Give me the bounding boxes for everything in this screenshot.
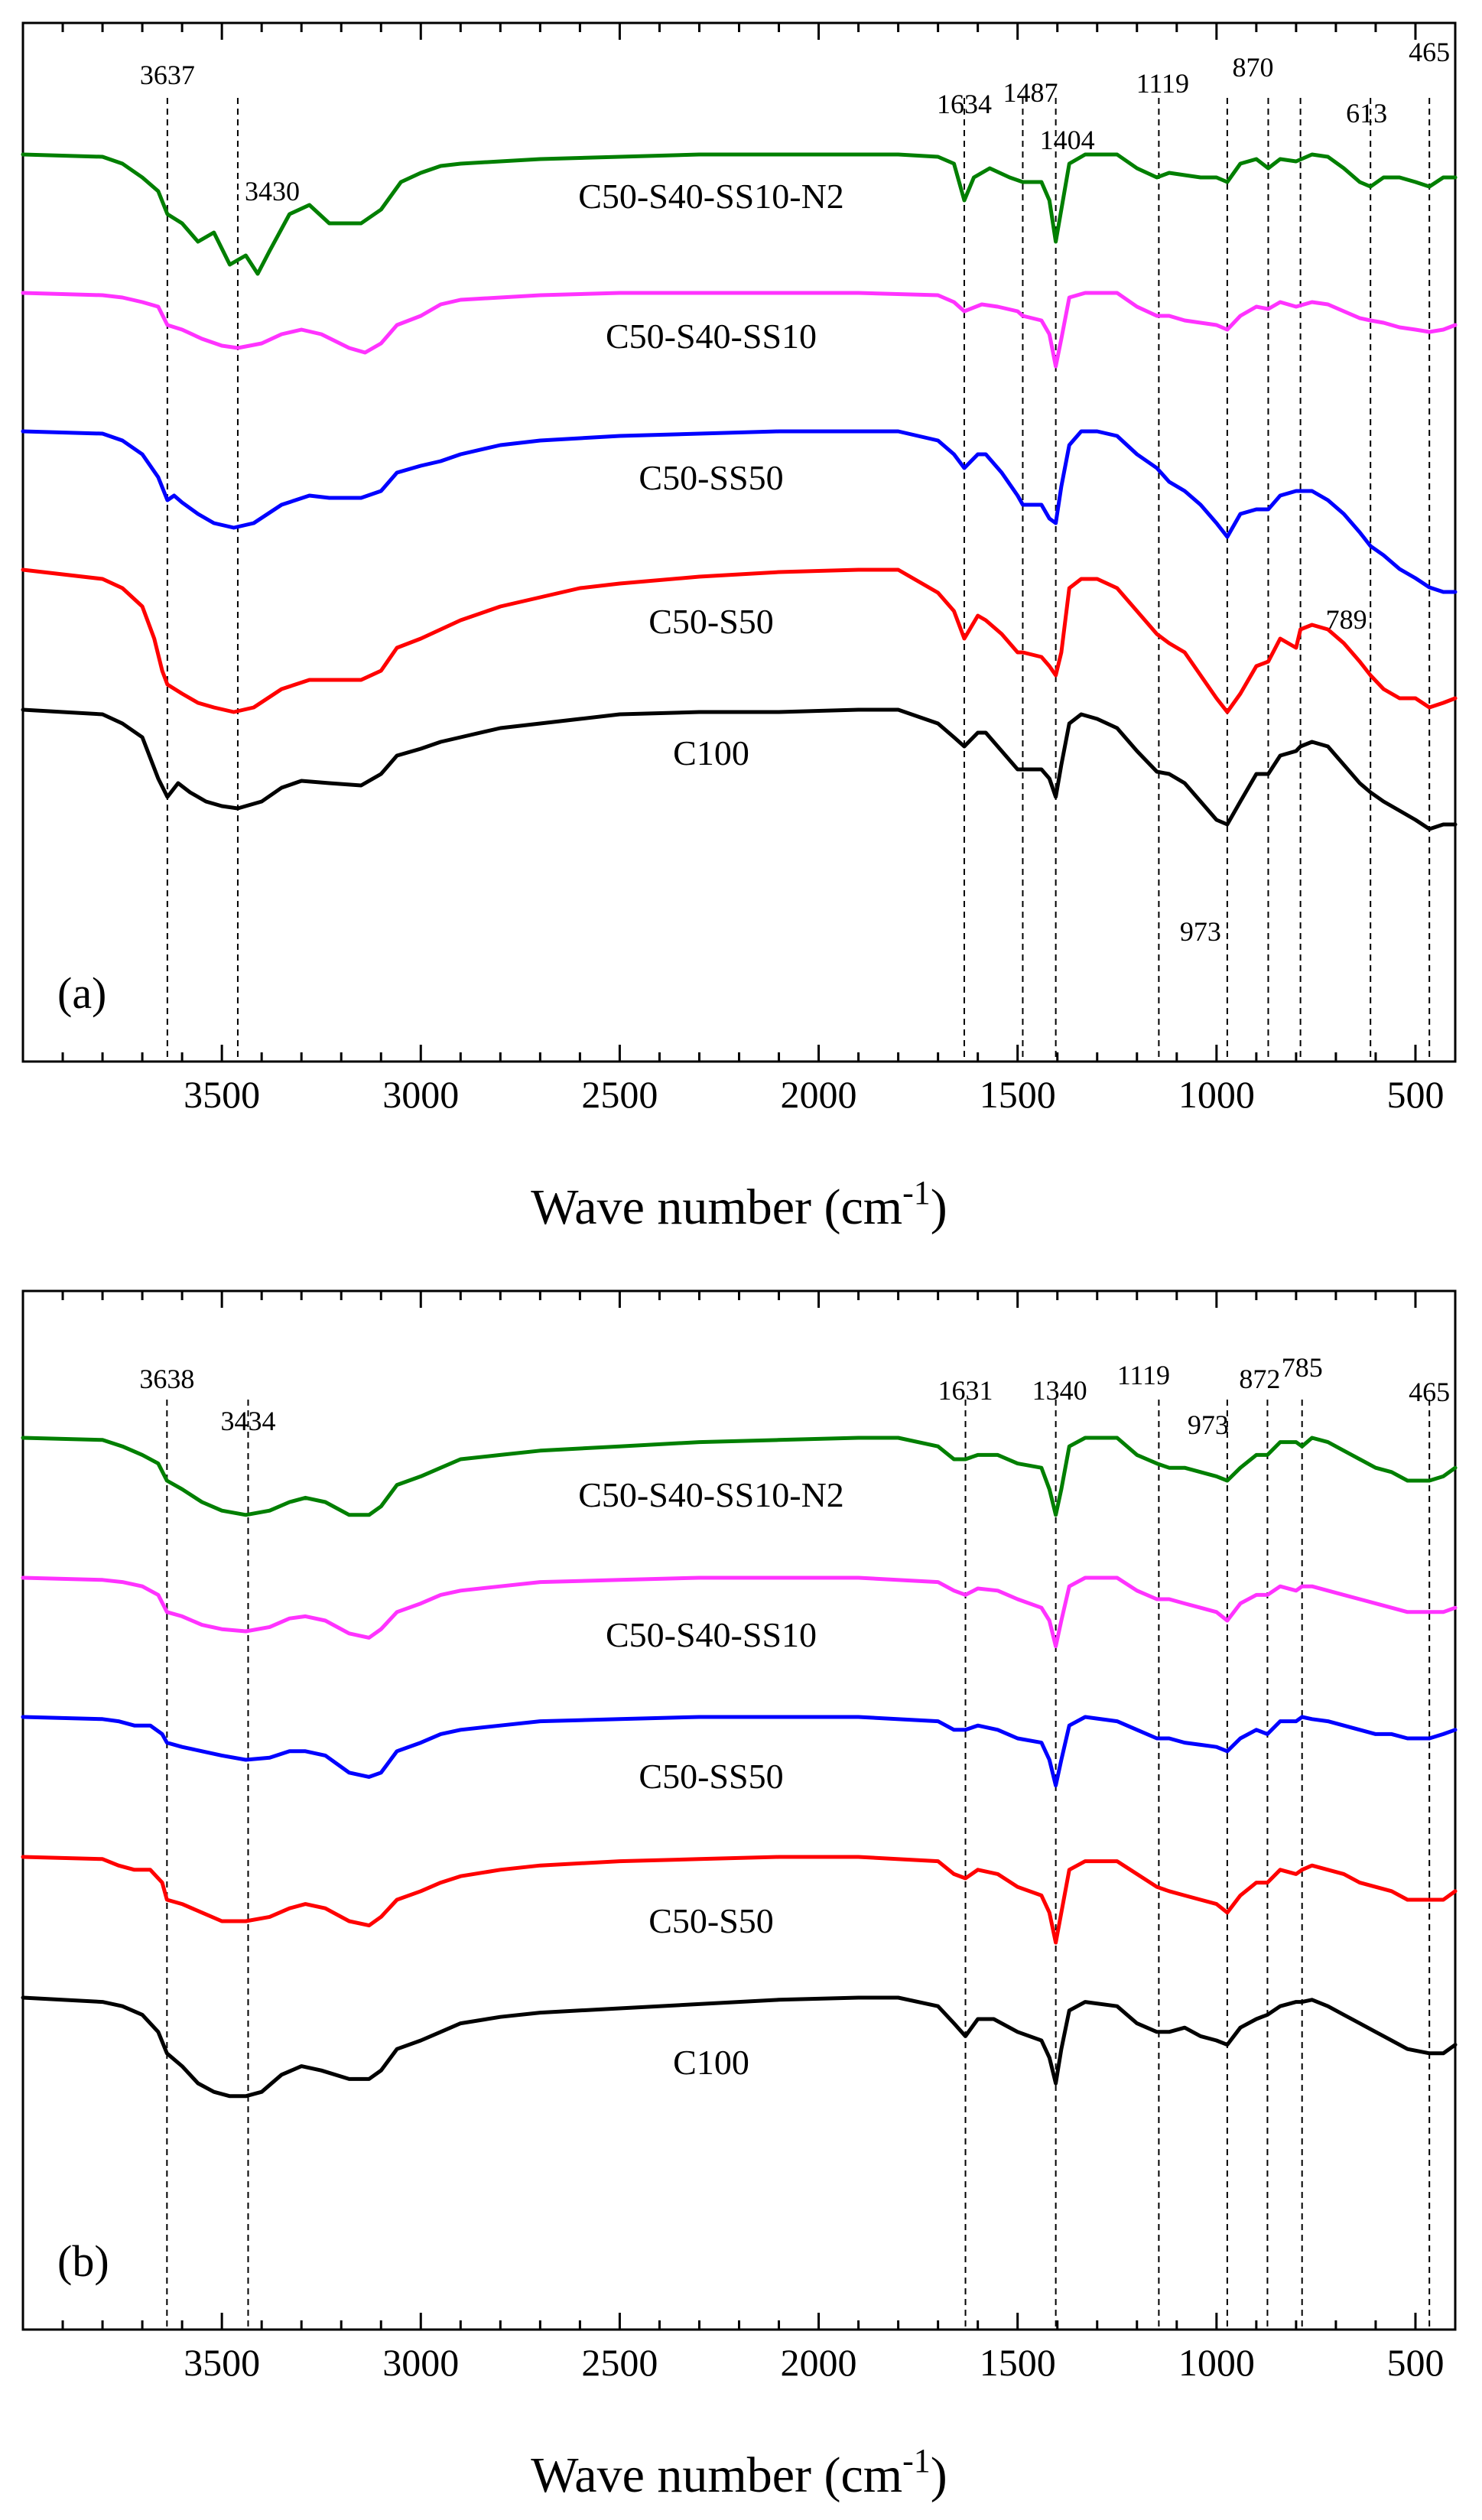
panel-b-peak-label: 1119 (1117, 1360, 1170, 1390)
panel-b-tick-label: 3500 (184, 2341, 260, 2384)
panel-b-peak-label: 1631 (938, 1375, 993, 1406)
panel-b-peak-label: 465 (1409, 1377, 1450, 1407)
panel-b-tick-label: 500 (1386, 2341, 1444, 2384)
panel-a-series-line (21, 291, 1458, 369)
panel-a-peak-label: 1634 (937, 89, 992, 119)
panel-a-series-label: C100 (673, 733, 749, 772)
panel-b-tick-label: 1000 (1178, 2341, 1255, 2384)
panel-b-series-line (21, 1855, 1458, 1945)
panel-b-x-axis-title-suffix: ) (931, 2447, 947, 2503)
panel-a-series-line (21, 429, 1458, 594)
panel-b-peak-label: 872 (1239, 1364, 1280, 1394)
panel-a-tick-label: 2000 (781, 1073, 857, 1116)
panel-b-panel-label: (b) (57, 2236, 109, 2286)
panel-b-peak-label: 1340 (1032, 1375, 1087, 1406)
panel-a-x-axis-title-main: Wave number (cm (531, 1179, 902, 1235)
panel-b-peak-label: 3638 (139, 1364, 194, 1394)
panel-b-peak-label: 3434 (220, 1406, 275, 1436)
panel-a-x-axis-title-suffix: ) (931, 1179, 947, 1235)
panel-a-tick-label: 2500 (581, 1073, 658, 1116)
panel-a-peak-label: 973 (1180, 916, 1221, 947)
panel-a-peak-label: 1404 (1040, 125, 1095, 155)
panel-a-x-axis-title-sup: -1 (902, 1174, 931, 1211)
panel-b-series-line (21, 1575, 1458, 1649)
panel-a-peak-label: 3430 (245, 176, 300, 206)
panel-b-peak-label: 785 (1282, 1352, 1323, 1383)
panel-b-tick-label: 3000 (382, 2341, 459, 2384)
panel-b-x-axis-title-sup: -1 (902, 2442, 931, 2479)
panel-b-series-label: C50-S50 (648, 1901, 774, 1940)
panel-b-peak-label: 973 (1188, 1410, 1229, 1440)
panel-a-peak-label: 465 (1409, 37, 1450, 67)
panel-b-x-axis-title-main: Wave number (cm (531, 2447, 902, 2503)
panel-a-peak-label: 789 (1326, 604, 1367, 635)
panel-a-tick-label: 1500 (980, 1073, 1056, 1116)
panel-a-panel-label: (a) (57, 968, 106, 1018)
panel-a-tick-label: 3500 (184, 1073, 260, 1116)
panel-b-tick-label: 2500 (581, 2341, 658, 2384)
panel-a-tick-label: 500 (1386, 1073, 1444, 1116)
panel-a-series-line (21, 707, 1458, 831)
panel-a-peak-label: 1487 (1003, 77, 1058, 108)
panel-b-series-line (21, 1995, 1458, 2099)
panel-a-tick-label: 1000 (1178, 1073, 1255, 1116)
panel-a-series-line (21, 567, 1458, 714)
panel-a-x-axis-title: Wave number (cm-1) (531, 1174, 947, 1235)
panel-a-peak-label: 870 (1232, 52, 1273, 83)
panel-a-series-label: C50-SS50 (639, 458, 783, 497)
panel-b-series-label: C50-S40-SS10 (606, 1615, 817, 1654)
panel-a-series-label: C50-S40-SS10-N2 (578, 177, 844, 216)
panel-a-peak-label: 1119 (1136, 68, 1189, 99)
panel-b-series-line (21, 1715, 1458, 1788)
panel-a-series-label: C50-S50 (648, 602, 774, 641)
panel-b-tick-label: 1500 (980, 2341, 1056, 2384)
panel-a-peak-label: 613 (1346, 98, 1387, 128)
panel-a-tick-label: 3000 (382, 1073, 459, 1116)
panel-b-series-line (21, 1436, 1458, 1517)
panel-a-peak-label: 3637 (140, 60, 195, 90)
panel-a-series-line (21, 152, 1458, 276)
panel-a-series-label: C50-S40-SS10 (606, 317, 817, 356)
panel-b-series-label: C50-S40-SS10-N2 (578, 1475, 844, 1514)
panel-b-x-axis-title: Wave number (cm-1) (531, 2442, 947, 2503)
panel-b-series-label: C100 (673, 2043, 749, 2082)
panel-b-series-label: C50-SS50 (639, 1757, 783, 1796)
panel-b-tick-label: 2000 (781, 2341, 857, 2384)
